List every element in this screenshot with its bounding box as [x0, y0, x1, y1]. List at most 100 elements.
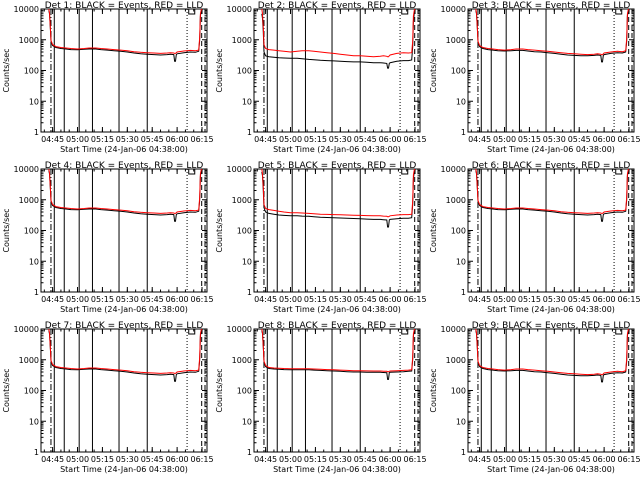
- y-tick-label: 10: [456, 417, 466, 426]
- series-lld-line: [261, 9, 416, 58]
- x-tick-label: 06:15: [617, 455, 640, 464]
- plot-frame: [40, 8, 208, 133]
- x-tick-label: 06:00: [593, 135, 616, 144]
- series-lld-line: [48, 9, 203, 54]
- panel-det-1: Det 1: BLACK = Events, RED = LLD 1 10 100 10…: [2, 1, 214, 154]
- x-axis-label: Start Time (24-Jan-06 04:38:00): [273, 465, 401, 474]
- y-tick-label: 100: [451, 67, 466, 76]
- x-tick-label: 06:00: [593, 455, 616, 464]
- top-notch: [401, 8, 409, 15]
- x-tick-label: 04:45: [41, 135, 64, 144]
- x-axis-label: Start Time (24-Jan-06 04:38:00): [60, 465, 188, 474]
- panel-title: Det 4: BLACK = Events, RED = LLD: [45, 161, 204, 171]
- x-tick-label: 05:00: [493, 455, 516, 464]
- panel-title: Det 2: BLACK = Events, RED = LLD: [258, 1, 417, 11]
- x-tick-label: 06:15: [403, 295, 426, 304]
- y-tick-label: 1000: [446, 36, 466, 45]
- top-notch: [401, 168, 409, 175]
- series-lld-line: [48, 169, 203, 214]
- x-tick-label: 06:15: [617, 135, 640, 144]
- plot-frame: [467, 328, 635, 453]
- x-tick-label: 05:00: [66, 295, 89, 304]
- y-tick-label: 1: [247, 448, 252, 457]
- y-tick-label: 10000: [441, 5, 466, 14]
- panel-title: Det 1: BLACK = Events, RED = LLD: [45, 1, 204, 11]
- x-tick-label: 06:15: [403, 455, 426, 464]
- panel-det-4: Det 4: BLACK = Events, RED = LLD 1 10 100 10…: [2, 161, 214, 314]
- y-tick-label: 1: [247, 288, 252, 297]
- x-tick-label: 04:45: [254, 455, 277, 464]
- panel-title: Det 8: BLACK = Events, RED = LLD: [258, 321, 417, 331]
- series-events-line: [261, 10, 416, 69]
- y-axis-label: Counts/sec: [429, 48, 438, 92]
- y-tick-label: 10: [242, 417, 252, 426]
- plot-frame: [253, 8, 421, 133]
- series-events-line: [48, 169, 203, 222]
- y-tick-label: 1000: [232, 36, 252, 45]
- x-tick-label: 05:45: [354, 135, 377, 144]
- y-tick-label: 10: [29, 257, 39, 266]
- x-tick-label: 06:00: [379, 295, 402, 304]
- panel-det-9: Det 9: BLACK = Events, RED = LLD 1 10 100 10…: [429, 321, 640, 474]
- x-tick-label: 05:00: [66, 455, 89, 464]
- x-tick-label: 05:45: [141, 455, 164, 464]
- plot-frame: [467, 8, 635, 133]
- panel-det-3: Det 3: BLACK = Events, RED = LLD 1 10 100 10…: [429, 1, 640, 154]
- x-tick-label: 05:30: [116, 455, 139, 464]
- x-tick-label: 05:15: [304, 135, 327, 144]
- series-events-line: [261, 329, 416, 380]
- y-tick-label: 100: [451, 387, 466, 396]
- x-tick-label: 05:45: [354, 295, 377, 304]
- x-tick-label: 06:00: [379, 455, 402, 464]
- x-tick-label: 05:00: [279, 295, 302, 304]
- panel-title: Det 6: BLACK = Events, RED = LLD: [472, 161, 631, 171]
- x-tick-label: 04:45: [41, 295, 64, 304]
- x-tick-label: 05:30: [543, 295, 566, 304]
- y-tick-label: 1000: [19, 356, 39, 365]
- x-tick-label: 06:15: [190, 455, 213, 464]
- y-tick-label: 100: [451, 227, 466, 236]
- x-tick-label: 05:30: [116, 295, 139, 304]
- panel-det-6: Det 6: BLACK = Events, RED = LLD 1 10 100 10…: [429, 161, 640, 314]
- x-tick-label: 05:45: [354, 455, 377, 464]
- y-tick-label: 10000: [441, 325, 466, 334]
- x-tick-label: 05:45: [141, 295, 164, 304]
- y-axis-label: Counts/sec: [215, 48, 224, 92]
- x-tick-label: 05:00: [66, 135, 89, 144]
- panel-title: Det 3: BLACK = Events, RED = LLD: [472, 1, 631, 11]
- x-tick-label: 05:00: [493, 295, 516, 304]
- x-tick-label: 05:30: [329, 295, 352, 304]
- x-tick-label: 04:45: [468, 295, 491, 304]
- y-tick-label: 1: [247, 128, 252, 137]
- panel-det-5: Det 5: BLACK = Events, RED = LLD 1 10 100 10…: [215, 161, 427, 314]
- x-tick-label: 05:45: [568, 135, 591, 144]
- y-tick-label: 10: [456, 257, 466, 266]
- y-tick-label: 100: [24, 227, 39, 236]
- panel-det-7: Det 7: BLACK = Events, RED = LLD 1 10 100 10…: [2, 321, 214, 474]
- y-tick-label: 1: [461, 288, 466, 297]
- x-tick-label: 05:15: [91, 295, 114, 304]
- x-tick-label: 06:00: [166, 295, 189, 304]
- panel-det-8: Det 8: BLACK = Events, RED = LLD 1 10 100 10…: [215, 321, 427, 474]
- x-axis-label: Start Time (24-Jan-06 04:38:00): [273, 305, 401, 314]
- x-tick-label: 04:45: [468, 135, 491, 144]
- panel-title: Det 9: BLACK = Events, RED = LLD: [472, 321, 631, 331]
- x-tick-label: 05:15: [518, 455, 541, 464]
- x-tick-label: 05:30: [116, 135, 139, 144]
- series-events-line: [475, 169, 630, 222]
- x-tick-label: 06:00: [166, 455, 189, 464]
- plot-frame: [467, 168, 635, 293]
- series-events-line: [261, 170, 416, 228]
- y-tick-label: 100: [24, 67, 39, 76]
- y-tick-label: 10000: [14, 325, 39, 334]
- y-tick-label: 1: [461, 448, 466, 457]
- x-tick-label: 05:30: [543, 455, 566, 464]
- series-lld-line: [48, 329, 203, 374]
- x-tick-label: 06:15: [403, 135, 426, 144]
- x-axis-label: Start Time (24-Jan-06 04:38:00): [60, 305, 188, 314]
- series-lld-line: [475, 9, 630, 56]
- x-axis-label: Start Time (24-Jan-06 04:38:00): [487, 465, 615, 474]
- y-tick-label: 10000: [227, 5, 252, 14]
- y-tick-label: 1000: [19, 36, 39, 45]
